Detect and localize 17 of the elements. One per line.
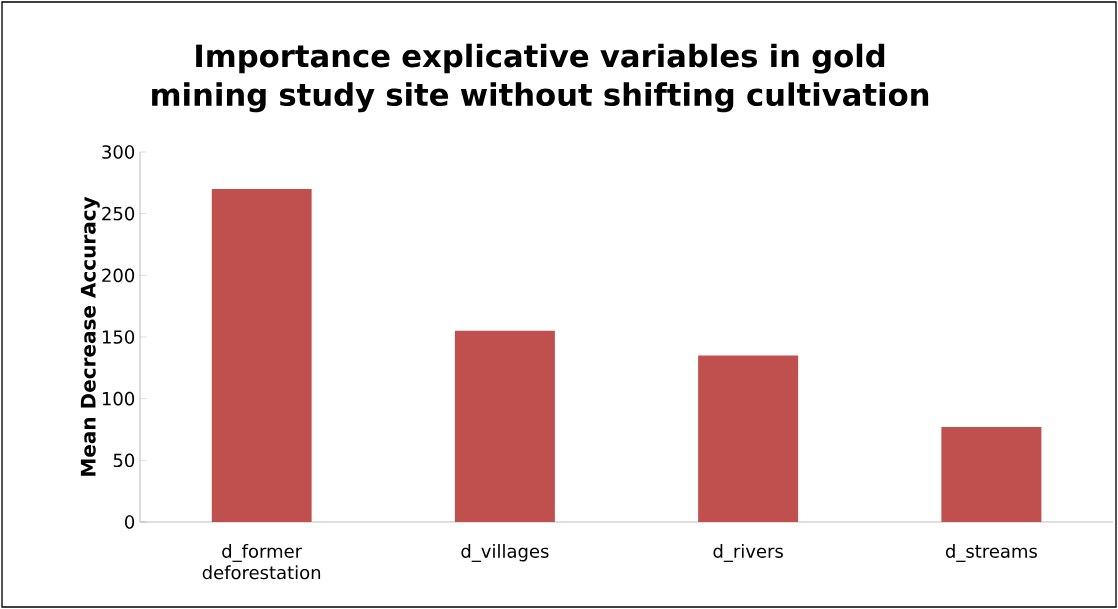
x-tick-label: d_rivers xyxy=(713,544,783,562)
bar xyxy=(698,355,799,522)
chart-title: Importance explicative variables in gold mining study site without shifting cultivation xyxy=(152,43,929,113)
bar xyxy=(211,188,312,522)
y-tick-label: 50 xyxy=(113,453,135,468)
x-tick-label: d_villages xyxy=(461,544,549,562)
y-tick-label: 100 xyxy=(102,391,135,406)
x-tick-label: d_former deforestation xyxy=(202,544,321,580)
y-tick-label: 150 xyxy=(102,330,135,344)
y-tick-label: 250 xyxy=(102,206,135,221)
x-tick-label: d_streams xyxy=(945,544,1037,562)
y-tick-label: 0 xyxy=(125,515,135,529)
y-tick-label: 300 xyxy=(102,145,135,159)
bar xyxy=(454,330,555,522)
y-tick-label: 200 xyxy=(102,268,135,283)
y-axis-title: Mean Decrease Accuracy xyxy=(80,196,100,476)
bar xyxy=(941,427,1042,522)
